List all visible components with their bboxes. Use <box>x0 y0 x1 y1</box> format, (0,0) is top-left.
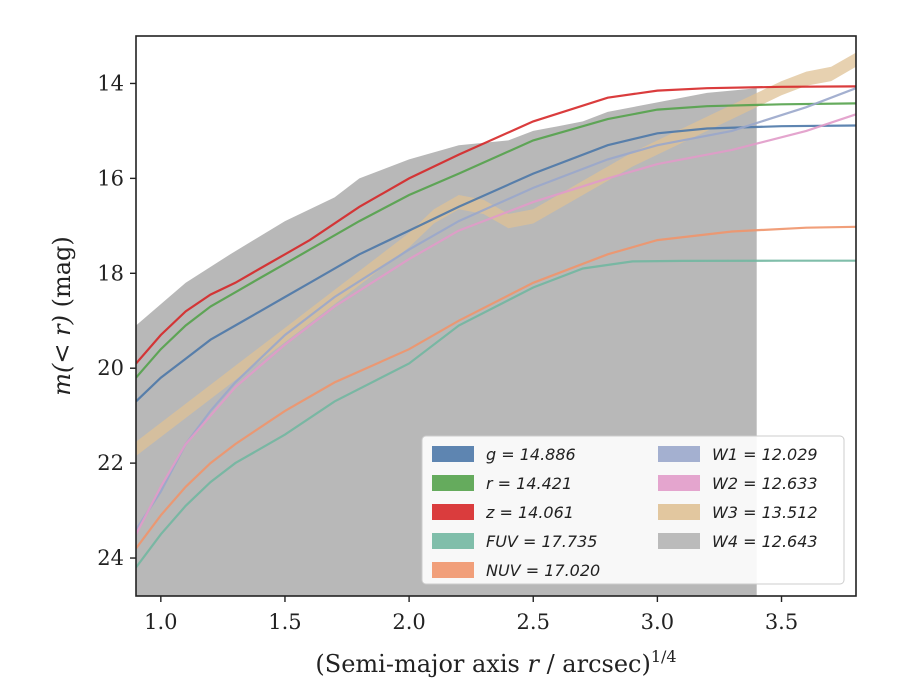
x-tick-label: 2.5 <box>517 610 550 634</box>
y-tick-label: 20 <box>97 356 124 380</box>
legend-label-W3: W3 = 13.512 <box>712 503 818 522</box>
legend-label-g: g = 14.886 <box>486 445 576 464</box>
y-axis-label: m(< r) (mag) <box>48 236 76 396</box>
series-r-line <box>136 102 856 379</box>
legend-swatch-FUV <box>432 533 474 549</box>
series-z-line <box>136 85 856 365</box>
legend-label-W1: W1 = 12.029 <box>712 445 818 464</box>
legend-label-NUV: NUV = 17.020 <box>486 561 600 580</box>
y-tick-label: 18 <box>97 261 124 285</box>
legend-swatch-W1 <box>658 446 700 462</box>
x-tick-label: 3.0 <box>641 610 674 634</box>
x-tick-label: 2.0 <box>392 610 425 634</box>
legend-swatch-NUV <box>432 562 474 578</box>
legend-label-FUV: FUV = 17.735 <box>486 532 597 551</box>
series-FUV-line <box>136 259 856 569</box>
legend-label-z: z = 14.061 <box>485 503 574 522</box>
x-tick-label: 3.5 <box>765 610 798 634</box>
legend-swatch-r <box>432 475 474 491</box>
series-W2-line <box>136 113 856 535</box>
legend-label-r: r = 14.421 <box>486 474 572 493</box>
y-tick-label: 16 <box>97 166 124 190</box>
series-W3-band <box>136 52 856 456</box>
legend: g = 14.886 r = 14.421 z = 14.061 FUV = 17.7… <box>421 435 845 585</box>
x-tick-label: 1.5 <box>268 610 301 634</box>
series-g-line <box>136 124 856 403</box>
legend-box <box>421 435 845 585</box>
y-tick-label: 24 <box>97 546 124 570</box>
legend-swatch-W4 <box>658 533 700 549</box>
legend-swatch-W2 <box>658 475 700 491</box>
x-tick-label: 1.0 <box>144 610 177 634</box>
y-tick-label: 14 <box>97 71 124 95</box>
legend-label-W2: W2 = 12.633 <box>712 474 818 493</box>
axes-frame <box>135 35 857 597</box>
legend-label-W4: W4 = 12.643 <box>712 532 818 551</box>
x-axis-label: (Semi-major axis r / arcsec)1/4 <box>315 647 676 678</box>
legend-swatch-W3 <box>658 504 700 520</box>
axis-ticks: 1.0 1.5 2.0 2.5 3.0 3.5 14 16 18 20 22 24 <box>97 71 798 634</box>
legend-swatch-g <box>432 446 474 462</box>
legend-swatch-z <box>432 504 474 520</box>
y-tick-label: 22 <box>97 451 124 475</box>
series-NUV-line <box>136 225 856 550</box>
